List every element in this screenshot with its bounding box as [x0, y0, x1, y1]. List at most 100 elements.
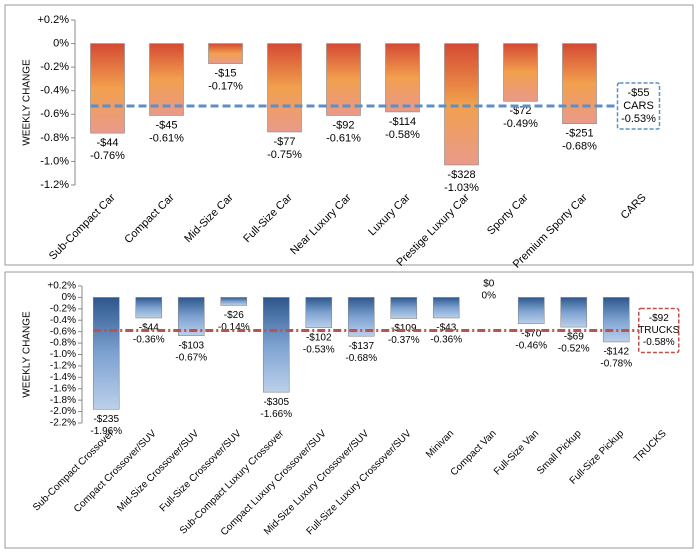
y-tick-label: -1.8%: [50, 395, 76, 406]
y-tick-label: -0.2%: [40, 61, 69, 73]
x-tick-label: Full-Size Van: [492, 428, 541, 477]
bar: [503, 43, 538, 102]
value-label: -0.78%: [600, 359, 632, 370]
value-label: -1.03%: [444, 182, 479, 194]
bar: [208, 43, 243, 64]
change-label: -$142: [603, 347, 629, 358]
value-label: -0.52%: [558, 344, 590, 355]
x-tick-label: Full-Size Crossover/SUV: [158, 428, 244, 514]
value-label: -0.68%: [562, 141, 597, 153]
panel-frame: [4, 271, 694, 549]
value-label: -0.36%: [133, 335, 165, 346]
bar: [385, 43, 420, 113]
average-value-label: -0.58%: [643, 337, 675, 348]
y-tick-label: +0.2%: [47, 281, 76, 292]
bar: [262, 297, 290, 393]
change-label: -$69: [564, 332, 584, 343]
y-tick-label: -1.2%: [50, 361, 76, 372]
bar: [326, 43, 361, 116]
value-label: -0.36%: [430, 335, 462, 346]
bar: [562, 43, 597, 125]
change-label: -$44: [139, 323, 159, 334]
value-label: -0.58%: [385, 129, 420, 141]
value-label: -0.68%: [345, 353, 377, 364]
bar: [220, 297, 248, 306]
change-label: -$103: [178, 340, 204, 351]
change-label: -$43: [436, 323, 456, 334]
y-tick-label: -1.6%: [50, 383, 76, 394]
y-tick-label: -2.2%: [50, 418, 76, 429]
y-tick-label: -0.8%: [50, 338, 76, 349]
change-label: -$328: [447, 169, 475, 181]
x-tick-label: Luxury Car: [366, 191, 413, 238]
y-tick-label: -1.2%: [40, 179, 69, 191]
y-tick-label: -0.4%: [40, 85, 69, 97]
y-tick-label: -2.0%: [50, 406, 76, 417]
change-label: -$251: [565, 128, 593, 140]
value-label: -0.14%: [218, 322, 250, 333]
average-change-label: -$55: [627, 87, 649, 99]
y-tick-label: -0.6%: [50, 326, 76, 337]
bar: [444, 43, 479, 166]
change-label: -$26: [224, 310, 244, 321]
value-label: -0.61%: [326, 132, 361, 144]
change-label: -$109: [391, 323, 417, 334]
x-tick-label: CARS: [619, 192, 649, 222]
x-tick-label: Minivan: [424, 428, 456, 460]
change-label: -$44: [96, 137, 118, 149]
change-label: $0: [483, 279, 495, 290]
y-tick-label: +0.2%: [38, 14, 70, 26]
change-label: -$45: [155, 119, 177, 131]
bar: [305, 297, 333, 328]
change-label: -$77: [273, 136, 295, 148]
value-label: -0.75%: [267, 149, 302, 161]
x-tick-label: Full-Size Car: [241, 191, 295, 245]
value-label: -0.17%: [208, 81, 243, 93]
bar: [149, 43, 184, 116]
bar: [267, 43, 302, 133]
value-label: -0.46%: [515, 340, 547, 351]
y-tick-label: -0.2%: [50, 303, 76, 314]
average-name: TRUCKS: [638, 325, 679, 336]
y-tick-label: -1.0%: [50, 349, 76, 360]
x-tick-label: Compact Crossover/SUV: [72, 428, 159, 515]
x-tick-label: Sub-Compact Crossover: [31, 428, 117, 514]
change-label: -$137: [348, 341, 374, 352]
bar: [92, 297, 120, 410]
value-label: -0.61%: [149, 132, 184, 144]
change-label: -$102: [306, 332, 332, 343]
x-tick-label: TRUCKS: [632, 428, 669, 465]
y-tick-label: 0%: [53, 37, 69, 49]
y-tick-label: -0.4%: [50, 315, 76, 326]
x-tick-label: Sub-Compact Car: [47, 191, 118, 262]
y-tick-label: -1.4%: [50, 372, 76, 383]
y-tick-label: 0%: [62, 292, 77, 303]
change-label: -$235: [93, 414, 119, 425]
change-label: -$70: [521, 328, 541, 339]
y-axis-label: WEEKLY CHANGE: [22, 311, 33, 398]
change-label: -$305: [263, 397, 289, 408]
panel-frame: [4, 4, 694, 266]
value-label: -1.66%: [260, 409, 292, 420]
change-label: -$15: [214, 68, 236, 80]
y-tick-label: -1.0%: [40, 155, 69, 167]
y-tick-label: -0.8%: [40, 132, 69, 144]
change-label: -$92: [332, 119, 354, 131]
average-box: [616, 82, 661, 130]
average-name: CARS: [623, 100, 654, 112]
y-tick-label: -0.6%: [40, 108, 69, 120]
value-label: 0%: [482, 291, 497, 302]
value-label: -0.76%: [90, 150, 125, 162]
bar: [432, 297, 460, 319]
average-change-label: -$92: [649, 313, 669, 324]
average-value-label: -0.53%: [621, 113, 656, 125]
bar: [517, 297, 545, 324]
value-label: -0.67%: [175, 352, 207, 363]
x-tick-label: Mid-Size Crossover/SUV: [115, 428, 201, 514]
change-label: -$72: [509, 105, 531, 117]
y-axis-label: WEEKLY CHANGE: [22, 59, 33, 146]
change-label: -$114: [389, 116, 416, 128]
bar: [390, 297, 418, 319]
value-label: -0.49%: [503, 118, 538, 130]
